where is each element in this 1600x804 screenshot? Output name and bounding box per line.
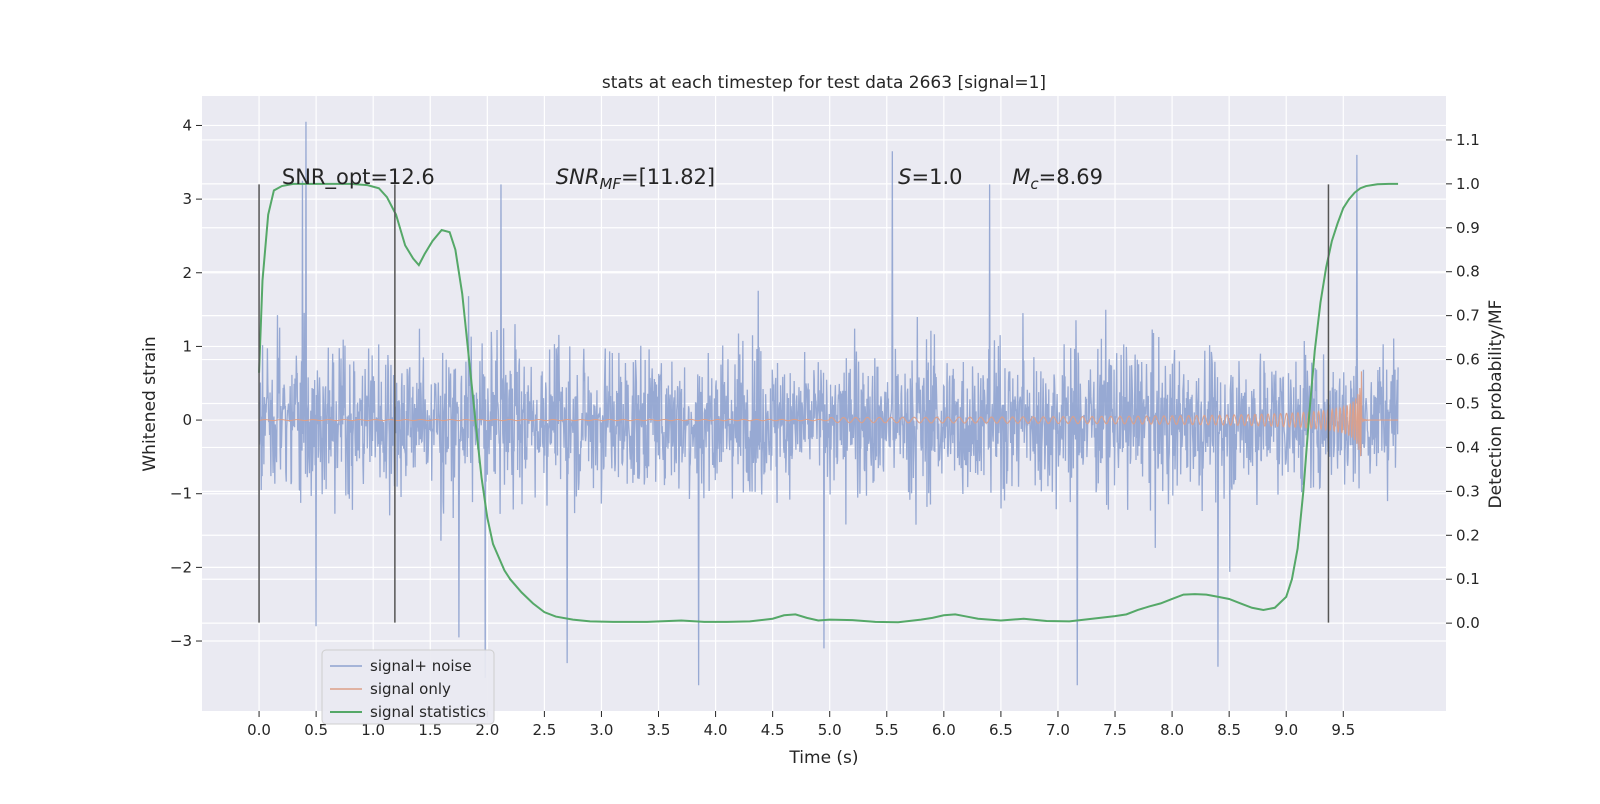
y-right-tick-label: 0.7 [1456, 307, 1480, 325]
series-signal-statistics-line [258, 182, 1399, 624]
y-axis-left: −3 −2 −1 0 1 2 3 4 [170, 116, 202, 650]
x-tick-label: 6.0 [932, 721, 956, 739]
y-right-tick-label: 0.9 [1456, 219, 1480, 237]
y-right-tick-label: 1.1 [1456, 131, 1480, 149]
y-tick-label: 4 [182, 116, 192, 134]
y-tick-label: −3 [170, 632, 192, 650]
y-right-tick-label: 1.0 [1456, 175, 1480, 193]
annotation-subscript: MF [599, 175, 621, 193]
y-right-tick-label: 0.6 [1456, 351, 1480, 369]
legend: signal+ noise signal only signal statistic… [321, 649, 495, 725]
annotation-subscript: c [1030, 175, 1039, 193]
annotation-text: S=1.0 [898, 165, 962, 189]
y-tick-label: 0 [182, 411, 192, 429]
x-tick-label: 2.5 [532, 721, 556, 739]
x-tick-label: 0.0 [247, 721, 271, 739]
chart-title: stats at each timestep for test data 266… [602, 73, 1046, 93]
x-tick-label: 4.0 [704, 721, 728, 739]
y-tick-label: 2 [182, 264, 192, 282]
y-axis-right: 0.0 0.1 0.2 0.3 0.4 0.5 0.6 0.7 0.8 0.9 1.0 1.1 [1446, 131, 1480, 632]
y-right-tick-label: 0.2 [1456, 526, 1480, 544]
vertical-markers [258, 184, 1330, 623]
x-tick-label: 0.5 [304, 721, 328, 739]
annotation-tail: =1.0 [912, 165, 963, 189]
annotation-text: SNR_opt=12.6 [282, 165, 435, 190]
annotation-text: Mc=8.69 [1012, 165, 1103, 193]
legend-label: signal only [370, 680, 451, 698]
x-tick-label: 9.0 [1274, 721, 1298, 739]
y-right-tick-label: 0.4 [1456, 438, 1480, 456]
x-tick-label: 1.0 [361, 721, 385, 739]
y-right-tick-label: 0.5 [1456, 395, 1480, 413]
y-right-tick-label: 0.0 [1456, 614, 1480, 632]
legend-box [321, 649, 495, 725]
annotation-tail: =8.69 [1039, 165, 1103, 189]
x-tick-label: 2.0 [475, 721, 499, 739]
x-tick-label: 3.0 [590, 721, 614, 739]
x-axis-label: Time (s) [788, 748, 858, 768]
annotation-main: SNR [556, 165, 600, 189]
series-signal-plus-noise-line [258, 121, 1399, 686]
series-signal-only-line [259, 371, 1399, 457]
x-axis: 0.0 0.5 1.0 1.5 2.0 2.5 3.0 3.5 4.0 4.5 5.0 5.5 6.0 6… [247, 711, 1355, 739]
x-tick-label: 3.5 [647, 721, 671, 739]
y-tick-label: −1 [170, 485, 192, 503]
x-tick-label: 8.0 [1160, 721, 1184, 739]
annotation-main: SNR_opt=12.6 [282, 165, 435, 190]
y-axis-right-label: Detection probability/MF [1486, 300, 1506, 509]
y-right-tick-label: 0.8 [1456, 263, 1480, 281]
x-tick-label: 5.0 [818, 721, 842, 739]
annotation-tail: =[11.82] [621, 165, 715, 189]
annotation-main: S [898, 165, 911, 189]
annotation-main: M [1012, 165, 1030, 189]
x-tick-label: 6.5 [989, 721, 1013, 739]
annotations: SNR_opt=12.6 SNRMF=[11.82] S=1.0 Mc=8.69 [282, 165, 1103, 193]
y-right-tick-label: 0.3 [1456, 482, 1480, 500]
annotation-text: SNRMF=[11.82] [556, 165, 715, 193]
legend-label: signal+ noise [370, 657, 472, 675]
y-axis-label: Whitened strain [140, 336, 160, 471]
x-tick-label: 5.5 [875, 721, 899, 739]
y-tick-label: −2 [170, 558, 192, 576]
y-tick-label: 3 [182, 190, 192, 208]
plot-area [258, 121, 1399, 686]
y-right-tick-label: 0.1 [1456, 570, 1480, 588]
x-tick-label: 9.5 [1331, 721, 1355, 739]
x-tick-label: 4.5 [761, 721, 785, 739]
y-tick-label: 1 [182, 337, 192, 355]
x-tick-label: 1.5 [418, 721, 442, 739]
legend-label: signal statistics [370, 703, 486, 721]
x-tick-label: 7.0 [1046, 721, 1070, 739]
x-tick-label: 8.5 [1217, 721, 1241, 739]
x-tick-label: 7.5 [1103, 721, 1127, 739]
